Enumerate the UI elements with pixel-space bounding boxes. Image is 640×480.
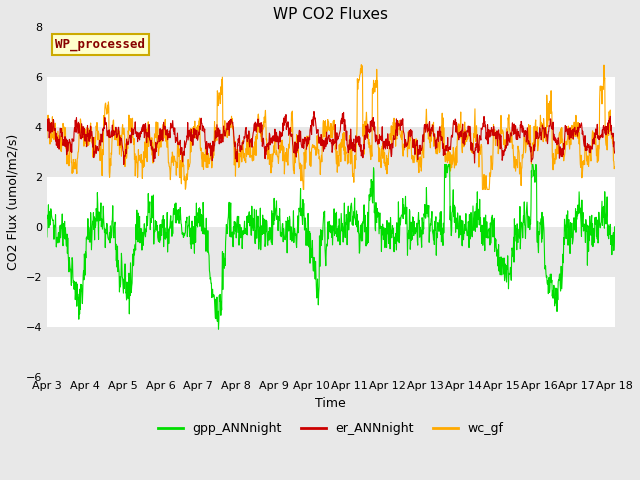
Text: WP_processed: WP_processed (56, 38, 145, 51)
Y-axis label: CO2 Flux (umol/m2/s): CO2 Flux (umol/m2/s) (7, 134, 20, 270)
Legend: gpp_ANNnight, er_ANNnight, wc_gf: gpp_ANNnight, er_ANNnight, wc_gf (152, 417, 509, 440)
Bar (47, 327, 614, 377)
Bar (47, 227, 614, 277)
Bar (47, 27, 614, 77)
Bar (47, 127, 614, 177)
Title: WP CO2 Fluxes: WP CO2 Fluxes (273, 7, 388, 22)
X-axis label: Time: Time (316, 397, 346, 410)
